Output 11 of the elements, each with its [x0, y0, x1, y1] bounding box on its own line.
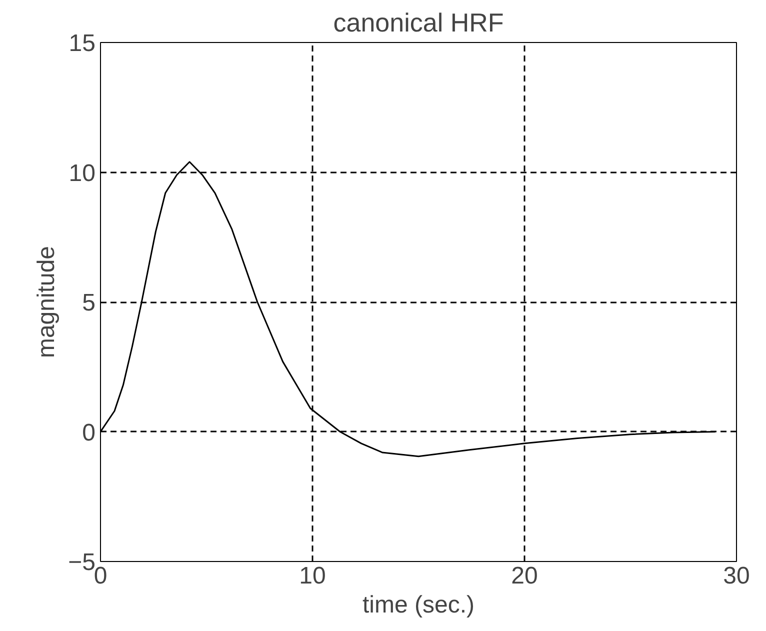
y-axis-title: magnitude: [33, 246, 60, 358]
y-tick-label: 15: [68, 30, 96, 57]
y-tick-label: −5: [68, 549, 96, 576]
x-tick-label: 20: [511, 562, 538, 590]
y-tick-label: 10: [68, 160, 96, 187]
x-axis-title: time (sec.): [362, 592, 475, 618]
y-tick-label: 5: [82, 290, 96, 316]
y-tick-label: 0: [82, 419, 96, 446]
x-tick-label: 30: [723, 562, 750, 590]
x-tick-label: 10: [299, 562, 326, 590]
chart-title: canonical HRF: [333, 8, 504, 38]
